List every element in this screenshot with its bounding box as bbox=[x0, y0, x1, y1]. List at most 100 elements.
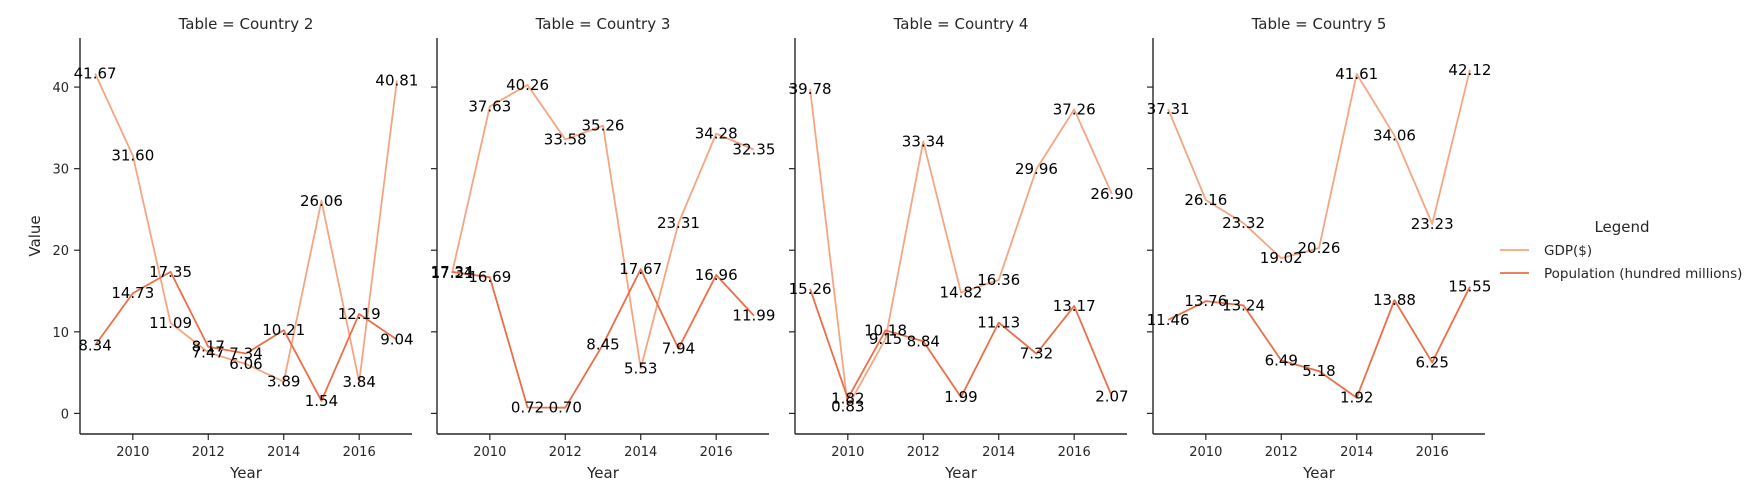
panel-1-gdp-data-label: 31.60 bbox=[111, 147, 154, 165]
x-tick-label: 2010 bbox=[116, 445, 149, 460]
x-tick-label: 2014 bbox=[982, 445, 1015, 460]
panel-1-gdp-data-label: 3.89 bbox=[267, 373, 300, 391]
x-tick-label: 2016 bbox=[343, 445, 376, 460]
panel-2-gdp-data-label: 34.28 bbox=[695, 125, 738, 143]
legend-label-gdp: GDP($) bbox=[1544, 243, 1592, 259]
panel-4-gdp-data-label: 42.12 bbox=[1448, 61, 1491, 79]
x-tick-label: 2016 bbox=[1416, 445, 1449, 460]
panel-2-title: Table = Country 3 bbox=[535, 15, 671, 33]
panel-2-gdp-data-label: 40.26 bbox=[506, 76, 549, 94]
panel-2-population-data-label: 7.94 bbox=[662, 340, 695, 358]
panel-4-population-data-label: 11.46 bbox=[1147, 311, 1190, 329]
y-tick-label: 20 bbox=[52, 244, 69, 259]
panel-1-gdp-line bbox=[94, 73, 398, 383]
panel-3-population-data-label: 15.26 bbox=[789, 280, 832, 298]
panel-1-x-axis-label: Year bbox=[229, 464, 263, 482]
panel-1-population-data-label: 7.34 bbox=[229, 345, 262, 363]
panel-2-population-data-label: 0.72 bbox=[511, 399, 544, 417]
panel-4-population-data-label: 6.49 bbox=[1265, 351, 1298, 369]
panel-3-population-data-label: 1.99 bbox=[944, 388, 977, 406]
panel-3-population-data-label: 10.18 bbox=[864, 321, 907, 339]
x-tick-label: 2010 bbox=[473, 445, 506, 460]
panel-2-population-data-label: 0.70 bbox=[549, 399, 582, 417]
x-tick-label: 2012 bbox=[192, 445, 225, 460]
y-tick-label: 10 bbox=[52, 326, 69, 341]
panel-4-gdp-data-label: 23.23 bbox=[1411, 215, 1454, 233]
panel-1-population-data-label: 17.35 bbox=[149, 263, 192, 281]
panel-3-gdp-data-label: 33.34 bbox=[902, 132, 945, 150]
panel-1-title: Table = Country 2 bbox=[178, 15, 314, 33]
panel-1-population-line bbox=[94, 270, 398, 402]
panel-2-population-data-label: 17.34 bbox=[431, 263, 474, 281]
panel-4-gdp-data-label: 41.61 bbox=[1335, 65, 1378, 83]
panel-3-x-axis-label: Year bbox=[944, 464, 978, 482]
panel-4-gdp-data-label: 19.02 bbox=[1260, 249, 1303, 267]
panel-4-gdp-data-label: 26.16 bbox=[1184, 191, 1227, 209]
x-tick-label: 2016 bbox=[1058, 445, 1091, 460]
panel-1-gdp-data-label: 40.81 bbox=[375, 71, 418, 89]
panel-2-population-data-label: 11.99 bbox=[732, 307, 775, 325]
panel-2-gdp-data-label: 37.63 bbox=[468, 97, 511, 115]
y-axis-label: Value bbox=[26, 215, 44, 256]
panel-2-gdp-data-label: 17.21 bbox=[431, 264, 474, 282]
panel-3-population-data-label: 2.07 bbox=[1095, 388, 1128, 406]
x-tick-label: 2012 bbox=[907, 445, 940, 460]
panel-2-population-data-label: 8.45 bbox=[586, 335, 619, 353]
panel-3-gdp-line bbox=[809, 88, 1113, 408]
panel-1-gdp-data-label: 3.84 bbox=[342, 373, 375, 391]
x-tick-label: 2010 bbox=[1189, 445, 1222, 460]
legend-title: Legend bbox=[1594, 218, 1649, 236]
panel-1-gdp-data-label: 11.09 bbox=[149, 314, 192, 332]
panel-1-population-data-label: 12.19 bbox=[338, 305, 381, 323]
panel-4-population-data-label: 13.76 bbox=[1184, 292, 1227, 310]
panel-3-title: Table = Country 4 bbox=[893, 15, 1029, 33]
panel-2-gdp-line bbox=[451, 84, 755, 370]
panel-2-x-axis-label: Year bbox=[586, 464, 620, 482]
x-tick-label: 2014 bbox=[1340, 445, 1373, 460]
panel-3-population-data-label: 11.13 bbox=[977, 314, 1020, 332]
panel-3-population-line bbox=[809, 288, 1113, 400]
panel-3-gdp-data-label: 16.36 bbox=[977, 271, 1020, 289]
panel-4-population-data-label: 15.55 bbox=[1448, 278, 1491, 296]
panel-4-gdp-line bbox=[1167, 69, 1471, 260]
x-tick-label: 2014 bbox=[624, 445, 657, 460]
panel-3-population-data-label: 7.32 bbox=[1020, 345, 1053, 363]
panel-4-gdp-data-label: 37.31 bbox=[1147, 100, 1190, 118]
panel-4-x-axis-label: Year bbox=[1302, 464, 1336, 482]
legend-label-population: Population (hundred millions) bbox=[1544, 266, 1742, 282]
panel-2-gdp-data-label: 5.53 bbox=[624, 359, 657, 377]
panel-3-gdp-data-label: 26.90 bbox=[1090, 185, 1133, 203]
panel-3-gdp-data-label: 9.15 bbox=[869, 330, 902, 348]
panel-1-population-data-label: 10.21 bbox=[262, 321, 305, 339]
panel-2-population-data-label: 16.69 bbox=[468, 268, 511, 286]
panel-1-population-data-label: 8.34 bbox=[78, 336, 111, 354]
panel-4-gdp-data-label: 20.26 bbox=[1298, 239, 1341, 257]
x-tick-label: 2012 bbox=[1265, 445, 1298, 460]
panel-1-population-data-label: 1.54 bbox=[305, 392, 338, 410]
panel-1-population-data-label: 8.17 bbox=[192, 338, 225, 356]
y-tick-label: 40 bbox=[52, 81, 69, 96]
panel-2-gdp-data-label: 33.58 bbox=[544, 130, 587, 148]
panel-4-population-data-label: 13.24 bbox=[1222, 296, 1265, 314]
panel-4-population-data-label: 13.88 bbox=[1373, 291, 1416, 309]
panel-1-gdp-data-label: 26.06 bbox=[300, 192, 343, 210]
panel-3-gdp-data-label: 37.26 bbox=[1053, 100, 1096, 118]
panel-3-gdp-data-label: 0.83 bbox=[831, 398, 864, 416]
panel-1-gdp-data-label: 41.67 bbox=[74, 64, 117, 82]
panel-3-population-data-label: 1.82 bbox=[831, 390, 864, 408]
x-tick-label: 2010 bbox=[831, 445, 864, 460]
panel-3-gdp-data-label: 29.96 bbox=[1015, 160, 1058, 178]
panel-2-population-line bbox=[451, 268, 755, 409]
panel-1-population-data-label: 14.73 bbox=[111, 284, 154, 302]
panel-2-gdp-data-label: 23.31 bbox=[657, 214, 700, 232]
panel-3-population-data-label: 13.17 bbox=[1053, 297, 1096, 315]
y-tick-label: 30 bbox=[52, 163, 69, 178]
panel-2-gdp-data-label: 35.26 bbox=[582, 117, 625, 135]
panel-4-gdp-data-label: 23.32 bbox=[1222, 214, 1265, 232]
panel-2-gdp-data-label: 32.35 bbox=[732, 140, 775, 158]
x-tick-label: 2012 bbox=[549, 445, 582, 460]
panel-1-population-data-label: 9.04 bbox=[380, 331, 413, 349]
panel-4-gdp-data-label: 34.06 bbox=[1373, 127, 1416, 145]
